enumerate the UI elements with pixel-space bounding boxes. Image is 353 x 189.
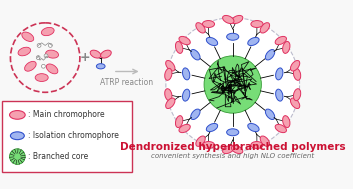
Ellipse shape: [276, 89, 283, 101]
Ellipse shape: [179, 36, 190, 45]
Ellipse shape: [11, 132, 24, 140]
Ellipse shape: [41, 27, 54, 36]
Ellipse shape: [165, 89, 172, 101]
Ellipse shape: [223, 146, 234, 154]
Ellipse shape: [166, 60, 175, 71]
Ellipse shape: [291, 60, 300, 71]
Circle shape: [36, 56, 40, 60]
Ellipse shape: [232, 15, 243, 24]
Ellipse shape: [293, 89, 301, 101]
Text: convenient synthesis and high NLO coefficient: convenient synthesis and high NLO coeffi…: [151, 153, 314, 159]
Ellipse shape: [260, 136, 270, 146]
Ellipse shape: [46, 50, 59, 58]
Ellipse shape: [223, 15, 234, 24]
Ellipse shape: [90, 50, 101, 58]
Ellipse shape: [175, 116, 183, 128]
Ellipse shape: [283, 41, 290, 53]
Ellipse shape: [232, 146, 243, 154]
Ellipse shape: [22, 32, 34, 41]
Ellipse shape: [191, 50, 200, 60]
Ellipse shape: [275, 36, 286, 45]
Ellipse shape: [227, 129, 239, 136]
Circle shape: [42, 64, 45, 68]
Circle shape: [10, 149, 25, 164]
Ellipse shape: [46, 64, 58, 74]
Ellipse shape: [275, 124, 286, 133]
Ellipse shape: [248, 123, 259, 132]
Ellipse shape: [251, 21, 263, 27]
Ellipse shape: [196, 136, 205, 146]
Circle shape: [48, 43, 52, 47]
Ellipse shape: [265, 109, 275, 119]
Ellipse shape: [291, 98, 300, 108]
Text: : Branched core: : Branched core: [28, 152, 88, 161]
Text: Dendronized hyperbranched polymers: Dendronized hyperbranched polymers: [120, 142, 346, 152]
Text: : Main chromophore: : Main chromophore: [28, 110, 104, 119]
Ellipse shape: [283, 116, 290, 128]
Ellipse shape: [175, 41, 183, 53]
Ellipse shape: [166, 98, 175, 108]
Ellipse shape: [206, 37, 218, 46]
Ellipse shape: [276, 68, 283, 80]
Ellipse shape: [10, 111, 25, 119]
Circle shape: [37, 43, 41, 47]
Ellipse shape: [227, 33, 239, 40]
Ellipse shape: [196, 23, 205, 33]
Text: ATRP reaction: ATRP reaction: [100, 78, 153, 88]
Ellipse shape: [183, 89, 190, 101]
Circle shape: [44, 54, 48, 58]
Circle shape: [166, 18, 300, 151]
Ellipse shape: [293, 68, 301, 80]
Ellipse shape: [25, 61, 36, 71]
Ellipse shape: [260, 23, 270, 33]
Ellipse shape: [18, 47, 31, 56]
Ellipse shape: [202, 21, 215, 27]
Ellipse shape: [183, 68, 190, 80]
FancyBboxPatch shape: [2, 101, 132, 172]
Ellipse shape: [101, 50, 111, 58]
Ellipse shape: [248, 37, 259, 46]
Ellipse shape: [96, 64, 105, 69]
Circle shape: [204, 56, 261, 113]
Ellipse shape: [191, 109, 200, 119]
Ellipse shape: [165, 68, 172, 80]
Ellipse shape: [265, 50, 275, 60]
Text: +: +: [80, 51, 90, 64]
Ellipse shape: [251, 142, 263, 149]
Text: : Isolation chromophore: : Isolation chromophore: [28, 131, 119, 140]
Ellipse shape: [202, 142, 215, 149]
Ellipse shape: [206, 123, 218, 132]
Ellipse shape: [179, 124, 190, 133]
Ellipse shape: [35, 74, 48, 81]
